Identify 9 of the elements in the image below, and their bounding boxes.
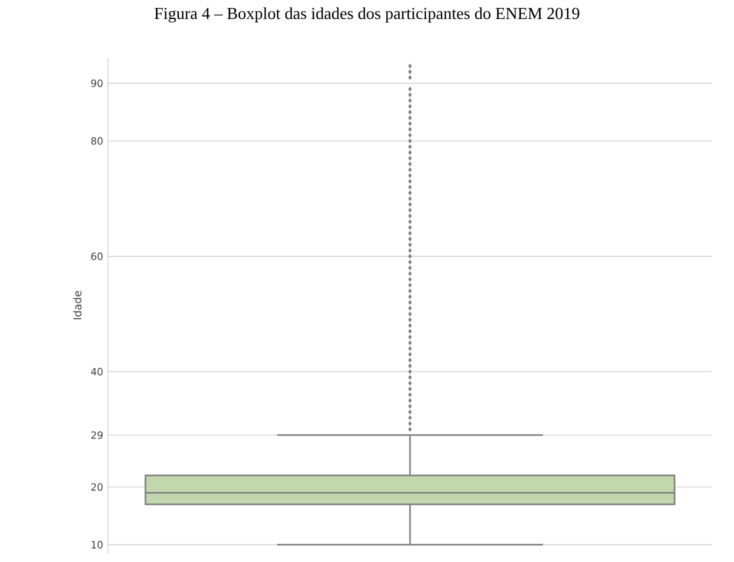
y-axis-title: Idade bbox=[73, 290, 82, 320]
y-tick-label: 29 bbox=[91, 431, 103, 439]
y-tick-label: 80 bbox=[91, 137, 103, 145]
y-tick-label: 40 bbox=[91, 368, 103, 376]
chart-title: Figura 4 – Boxplot das idades dos participantes do ENEM 2019 bbox=[154, 7, 580, 23]
y-tick-label: 60 bbox=[91, 252, 103, 260]
y-tick-label: 90 bbox=[91, 80, 103, 88]
y-tick-label: 10 bbox=[92, 540, 103, 548]
y-tick-label: 20 bbox=[91, 483, 103, 491]
